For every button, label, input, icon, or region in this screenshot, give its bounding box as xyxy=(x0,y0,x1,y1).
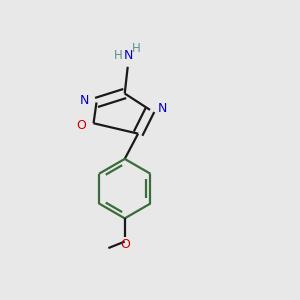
Text: N: N xyxy=(79,94,89,106)
Text: O: O xyxy=(120,238,130,251)
Text: O: O xyxy=(77,119,87,132)
Text: H: H xyxy=(132,42,140,55)
Text: N: N xyxy=(158,102,167,115)
Text: N: N xyxy=(124,49,133,62)
Text: H: H xyxy=(114,49,123,62)
